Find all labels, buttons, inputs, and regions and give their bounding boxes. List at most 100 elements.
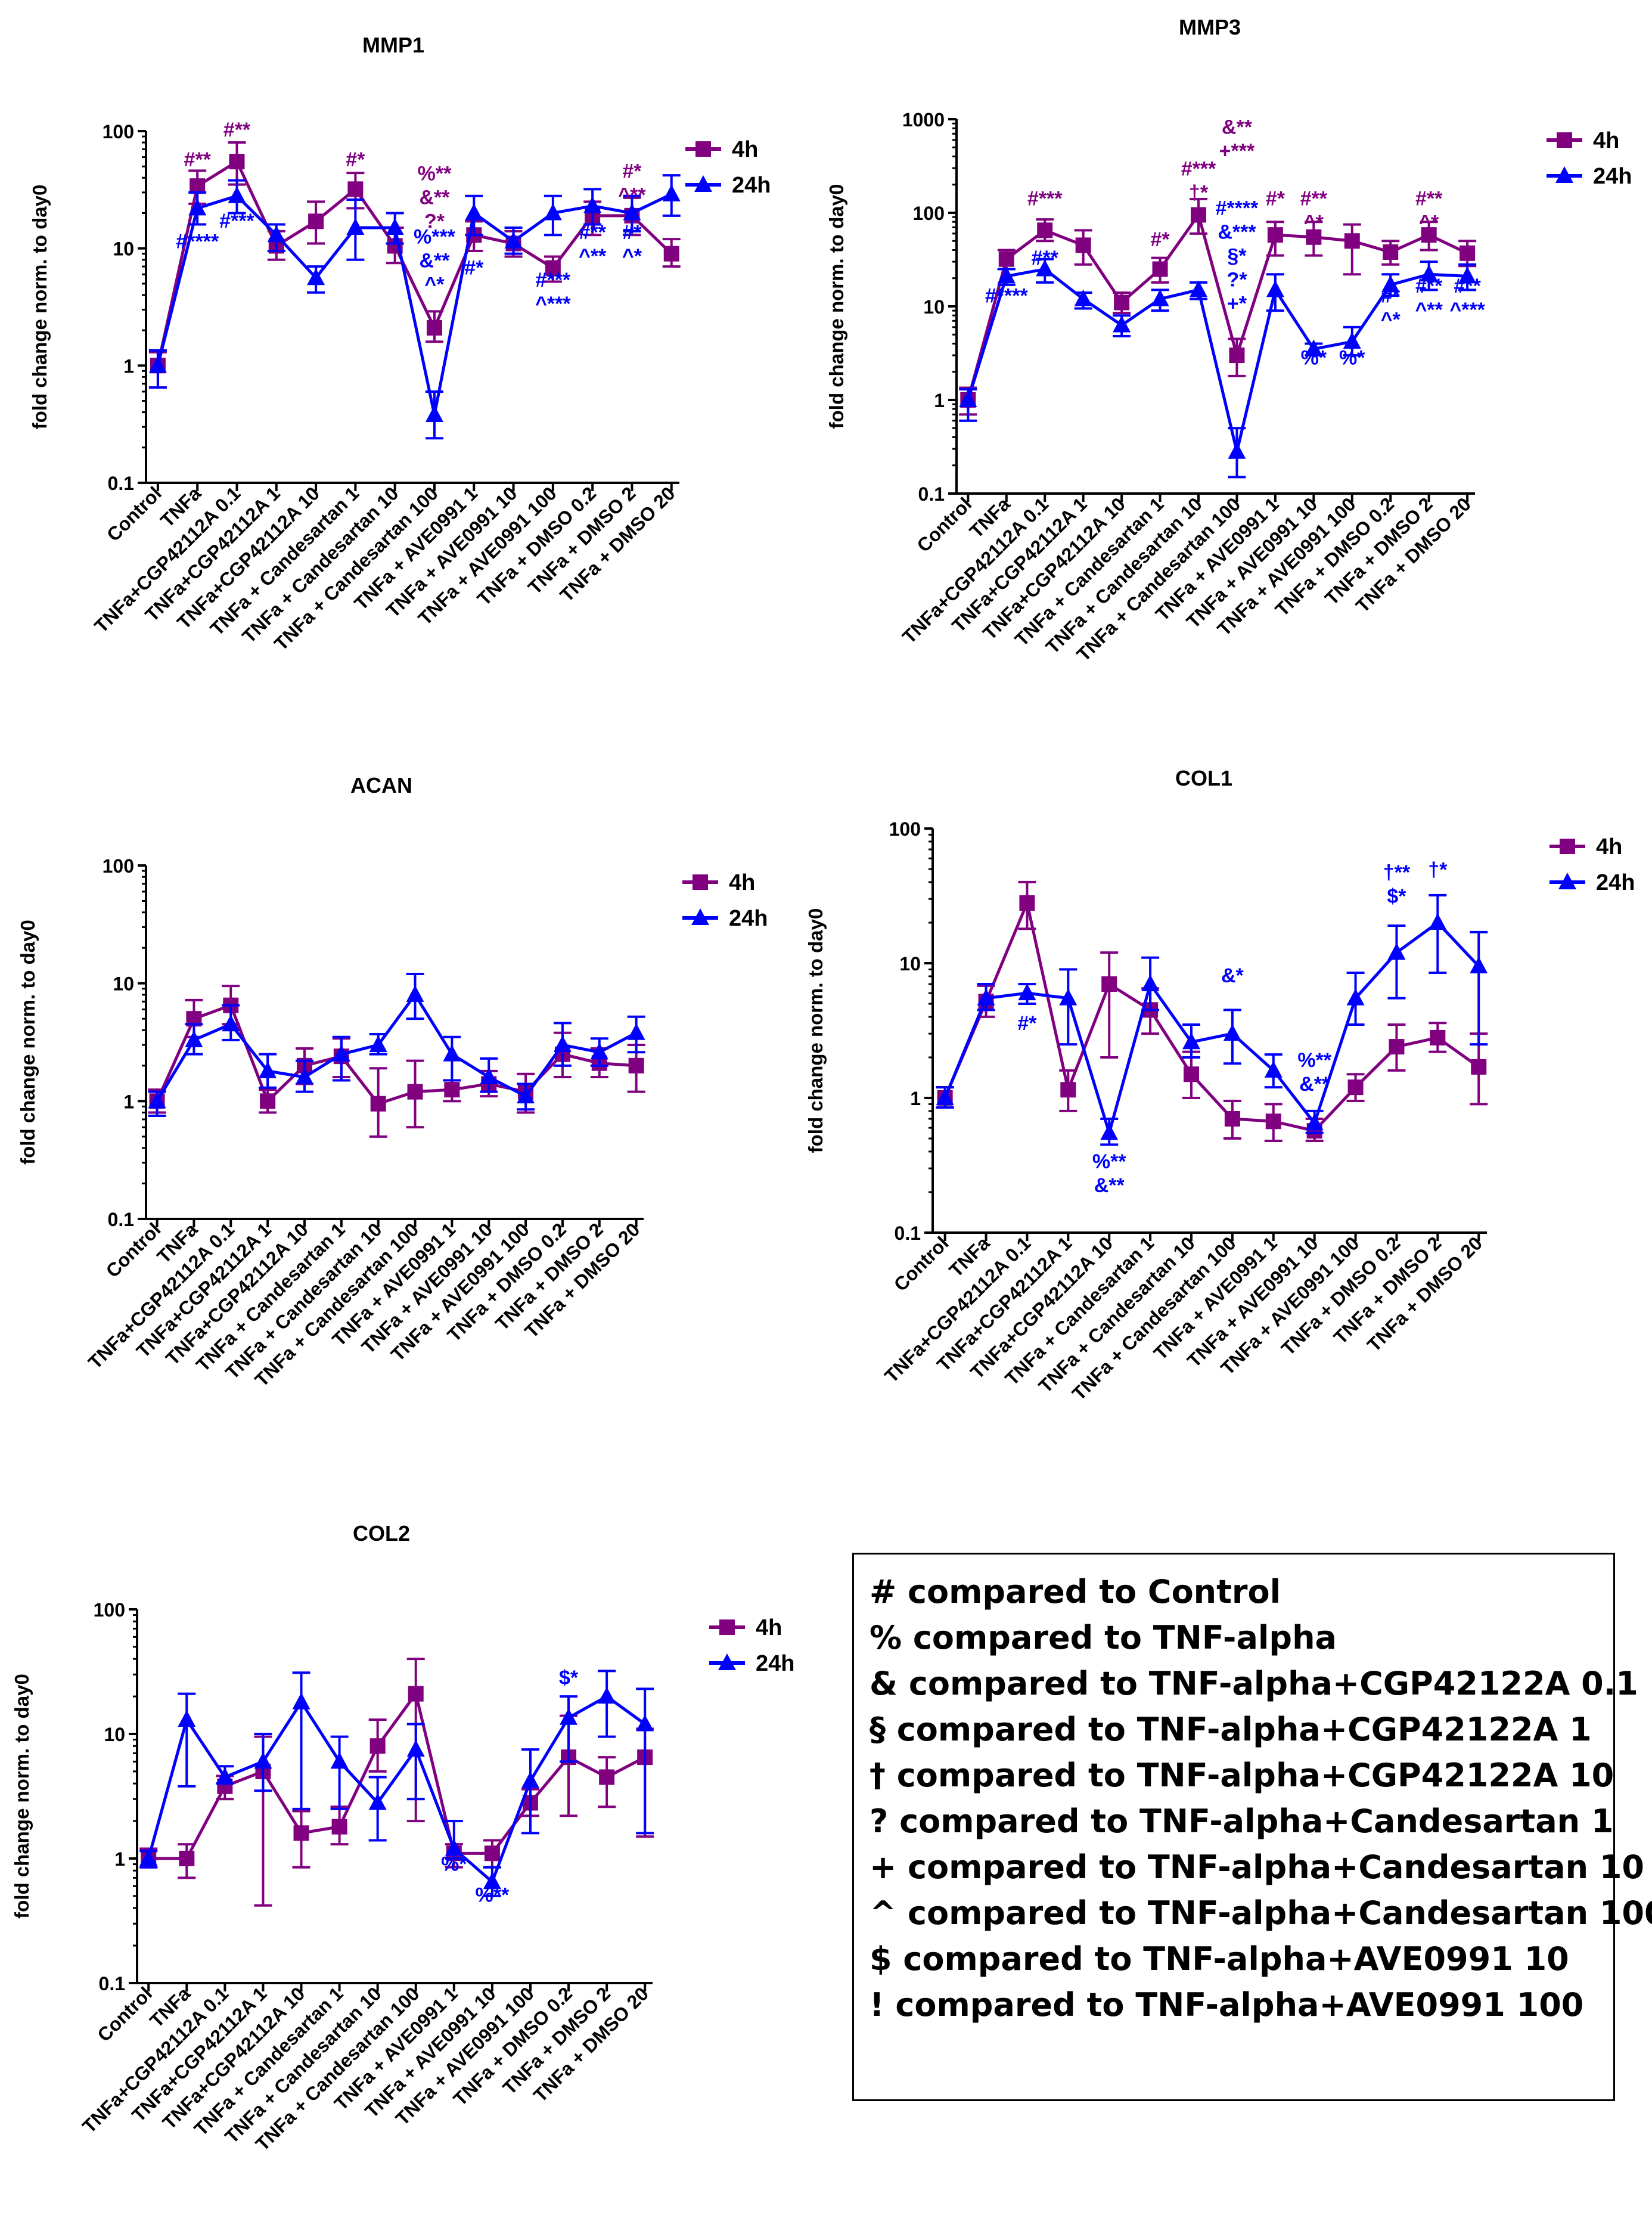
- mmp1-significance-label: ^***: [535, 293, 571, 315]
- acan-point-24h: [222, 1014, 240, 1032]
- mmp1-point-4h: [308, 213, 324, 229]
- acan-series-4h: [148, 985, 645, 1138]
- col2-significance-label: %*: [441, 1853, 467, 1875]
- col1-significance-label: &**: [1299, 1073, 1330, 1096]
- mmp1-point-24h: [148, 356, 167, 373]
- mmp3-legend-label-24h: 24h: [1593, 164, 1632, 189]
- mmp3-significance-label: #**: [1300, 188, 1328, 210]
- mmp1-point-4h: [545, 260, 561, 276]
- mmp3-point-24h: [1420, 265, 1438, 282]
- mmp1-significance-label: #***: [536, 269, 571, 291]
- mmp3-point-4h: [1344, 233, 1360, 249]
- mmp3-significance-label: #*: [1150, 228, 1170, 251]
- mmp3-y-tick-label: 10: [923, 296, 945, 318]
- col1-point-24h: [1223, 1024, 1241, 1041]
- col1-point-4h: [1265, 1113, 1281, 1130]
- col2-y-tick-label: 100: [94, 1599, 125, 1621]
- mmp1-significance-label: #**: [223, 119, 251, 141]
- mmp1-significance-label: ?*: [424, 210, 445, 233]
- mmp1-y-tick-label: 1: [123, 355, 134, 377]
- mmp1-significance-label: #**: [579, 221, 606, 244]
- mmp3-significance-label: ^***: [1449, 299, 1485, 321]
- acan-point-24h: [406, 985, 424, 1002]
- mmp3-point-24h: [1228, 442, 1246, 459]
- legend-line-candesartan-1: ? compared to TNF-alpha+Candesartan 1: [870, 1802, 1614, 1840]
- col2-point-4h: [484, 1845, 500, 1861]
- acan-series-24h: [148, 973, 645, 1118]
- acan-line-24h: [156, 993, 637, 1102]
- mmp3-significance-label: ^*: [1419, 212, 1439, 234]
- mmp1-point-4h: [663, 246, 679, 262]
- mmp3-significance-label: †*: [1189, 182, 1209, 204]
- mmp3-significance-label: #*: [1381, 285, 1401, 308]
- mmp1-point-24h: [544, 203, 562, 221]
- col2-title: COL2: [353, 1521, 410, 1546]
- acan-point-4h: [444, 1082, 460, 1098]
- legend-line-cgp-0-1: & compared to TNF-alpha+CGP42122A 0.1: [870, 1665, 1638, 1702]
- col2-point-24h: [483, 1872, 501, 1889]
- mmp1-point-24h: [504, 231, 523, 249]
- mmp3-y-tick-label: 1000: [902, 109, 945, 131]
- col1-point-24h: [1018, 983, 1036, 1001]
- mmp1-point-24h: [465, 203, 483, 221]
- mmp1-significance-label: %***: [414, 226, 456, 249]
- acan-point-24h: [332, 1044, 350, 1062]
- col1-title: COL1: [1175, 766, 1232, 790]
- col1-point-24h: [1264, 1060, 1283, 1078]
- col1-y-axis-label: fold change norm. to day0: [805, 908, 827, 1153]
- mmp1-point-4h: [229, 154, 245, 170]
- mmp1-legend-label-4h: 4h: [732, 137, 758, 162]
- col1-significance-label: #*: [1017, 1012, 1037, 1035]
- acan-title: ACAN: [350, 773, 412, 798]
- col2-point-24h: [330, 1752, 349, 1769]
- significance-legend-box: # compared to Control % compared to TNF-…: [852, 1553, 1652, 2101]
- mmp3-point-4h: [1037, 222, 1053, 238]
- col1-point-4h: [1224, 1111, 1240, 1127]
- mmp1-point-24h: [425, 405, 443, 422]
- col1-point-4h: [1347, 1079, 1364, 1096]
- mmp3-y-tick-label: 0.1: [918, 483, 945, 505]
- col1-significance-label: †**: [1383, 861, 1411, 884]
- mmp3-point-4h: [1229, 348, 1245, 364]
- acan-point-24h: [148, 1091, 166, 1109]
- mmp1-point-24h: [188, 198, 207, 216]
- col1-significance-label: &*: [1221, 964, 1244, 987]
- acan-point-4h: [407, 1084, 423, 1100]
- col1-significance-label: $*: [1387, 885, 1406, 908]
- col2-legend-label-24h: 24h: [756, 1651, 794, 1676]
- col1-y-tick-label: 100: [889, 818, 921, 840]
- legend-line-cgp-10: † compared to TNF-alpha+CGP42122A 10: [870, 1757, 1614, 1794]
- mmp3-point-24h: [1305, 339, 1323, 356]
- acan-legend-label-24h: 24h: [729, 906, 768, 931]
- mmp3-point-4h: [1152, 261, 1168, 277]
- col1-point-4h: [1019, 895, 1035, 911]
- mmp3-significance-label: ?*: [1226, 268, 1247, 291]
- acan-point-24h: [480, 1067, 498, 1084]
- col1-point-24h: [1305, 1113, 1324, 1131]
- col2-point-4h: [369, 1738, 386, 1754]
- acan-legend-marker-24h: [691, 908, 709, 925]
- mmp1-significance-label: ^**: [618, 184, 646, 206]
- col2-significance-label: %**: [476, 1884, 510, 1906]
- mmp1-y-axis-label: fold change norm. to day0: [29, 185, 51, 430]
- acan-point-24h: [627, 1023, 645, 1040]
- col1-significance-label: %**: [1297, 1049, 1331, 1072]
- mmp3-point-4h: [1075, 237, 1091, 253]
- mmp1-y-tick-label: 10: [113, 238, 134, 260]
- col1-point-4h: [1184, 1066, 1199, 1082]
- mmp3-y-axis-label: fold change norm. to day0: [825, 184, 847, 429]
- legend-line-candesartan-100: ^ compared to TNF-alpha+Candesartan 100: [870, 1894, 1652, 1932]
- acan-legend-label-4h: 4h: [729, 870, 755, 895]
- col2-y-tick-label: 0.1: [99, 1973, 125, 1994]
- col2-point-4h: [293, 1825, 309, 1841]
- mmp1-significance-label: ^*: [424, 274, 445, 296]
- col1-point-24h: [977, 988, 995, 1006]
- mmp1-point-24h: [228, 186, 246, 203]
- mmp3-y-tick-label: 1: [934, 390, 945, 411]
- col2-point-24h: [292, 1692, 310, 1709]
- col1-legend-marker-4h: [1560, 839, 1575, 854]
- col1-point-4h: [1389, 1039, 1405, 1055]
